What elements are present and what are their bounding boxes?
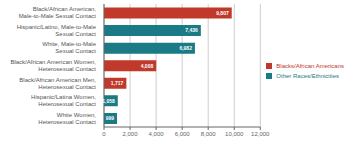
svg-text:Black/African American,Male-to: Black/African American,Male-to-Male Sexu… (19, 6, 97, 19)
svg-text:12,000: 12,000 (251, 131, 270, 137)
svg-text:Black/African American Women,H: Black/African American Women,Heterosexua… (10, 59, 96, 72)
html-text:Blacks/African Americans: Blacks/African Americans (276, 62, 344, 69)
svg-text:White, Male-to-MaleSexual Cont: White, Male-to-MaleSexual Contact (42, 41, 96, 54)
svg-text:0: 0 (102, 131, 106, 137)
svg-text:1,717: 1,717 (111, 80, 124, 86)
svg-text:2,000: 2,000 (123, 131, 139, 137)
svg-text:6,000: 6,000 (175, 131, 191, 137)
svg-text:1,058: 1,058 (102, 98, 115, 104)
svg-text:White Women,Heterosexual Conta: White Women,Heterosexual Contact (38, 112, 96, 125)
html-text:Other Races/Ethnicities: Other Races/Ethnicities (276, 72, 339, 79)
svg-text:Hispanic/Latino, Male-to-MaleS: Hispanic/Latino, Male-to-MaleSexual Cont… (17, 24, 97, 37)
svg-text:8,000: 8,000 (201, 131, 217, 137)
svg-text:Hispanic/Latina Women,Heterose: Hispanic/Latina Women,Heterosexual Conta… (31, 94, 96, 107)
svg-text:9,807: 9,807 (216, 10, 229, 16)
svg-text:4,008: 4,008 (141, 63, 154, 69)
svg-text:10,000: 10,000 (225, 131, 244, 137)
svg-text:999: 999 (106, 115, 115, 121)
svg-text:7,436: 7,436 (185, 27, 198, 33)
svg-text:4,000: 4,000 (149, 131, 165, 137)
svg-text:6,982: 6,982 (179, 45, 192, 51)
svg-text:Black/African American Men,Het: Black/African American Men,Heterosexual … (19, 77, 96, 90)
